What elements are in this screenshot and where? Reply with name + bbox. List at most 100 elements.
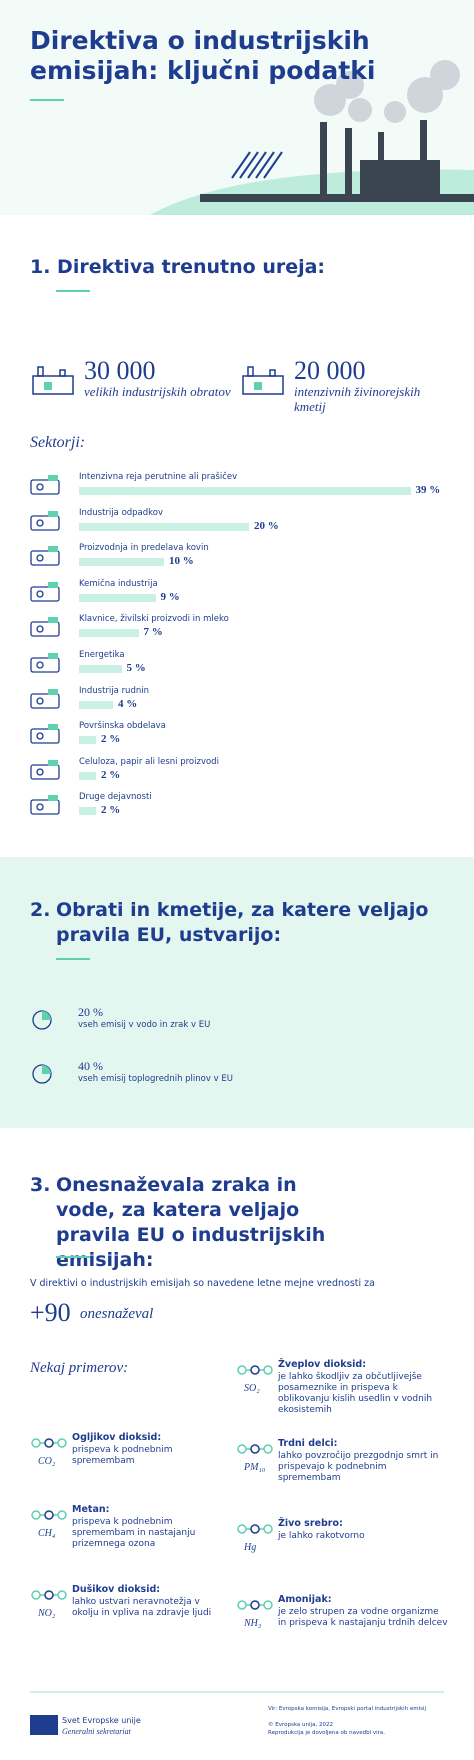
sector-value: 10 %	[169, 555, 194, 568]
title-rule	[30, 99, 64, 101]
sector-icon	[30, 724, 60, 744]
pollutant-text: prispeva k podnebnim spremembam	[72, 1445, 173, 1466]
sector-name: Intenzivna reja perutnine ali prašičev	[79, 472, 238, 482]
molecule-icon	[31, 1510, 67, 1520]
sector-icon	[30, 475, 60, 495]
sector-icon	[30, 581, 60, 602]
pollutant-name: Žveplov dioksid:	[278, 1359, 367, 1370]
pollutant-text: lahko povzročijo prezgodnjo smrt in pris…	[278, 1451, 439, 1483]
molecule-icon	[31, 1590, 67, 1600]
sector-bar	[79, 629, 139, 638]
formula: NO₂	[38, 1608, 56, 1619]
section-heading: Obrati in kmetije, za katere veljajo pra…	[56, 899, 429, 946]
share-value: 40 %	[78, 1059, 103, 1073]
sector-name: Celuloza, papir ali lesni proizvodi	[79, 756, 219, 767]
share-value: 20 %	[78, 1005, 103, 1019]
sector-icon	[30, 617, 60, 638]
sector-bar	[79, 558, 164, 567]
pollutant-name: Dušikov dioksid:	[72, 1584, 161, 1595]
sector-icon	[30, 688, 60, 709]
sectors-title: Sektorji:	[30, 434, 86, 451]
section-rule	[56, 290, 90, 292]
sector-value: 2 %	[101, 804, 121, 817]
sector-icon	[30, 759, 60, 780]
sector-bar	[79, 771, 96, 780]
share-icon	[32, 1010, 52, 1030]
molecule-icon	[237, 1365, 273, 1375]
sector-value: 39 %	[415, 484, 441, 496]
section-heading: Onesnaževala zraka in vode, za katera ve…	[56, 1174, 326, 1271]
pollutant-text: je lahko rakotvorno	[278, 1531, 365, 1541]
sector-value: 4 %	[118, 697, 138, 710]
sector-value: 2 %	[101, 768, 121, 781]
pollutant-name: Trdni delci:	[278, 1438, 338, 1449]
sector-name: Klavnice, živilski proizvodi in mleko	[79, 614, 229, 625]
section-number: 3.	[30, 1174, 51, 1196]
title: Direktiva o industrijskih emisijah: klju…	[30, 26, 376, 85]
share-text: vseh emisij v vodo in zrak v EU	[78, 1020, 211, 1030]
smoke	[314, 60, 460, 123]
sector-bar	[79, 700, 113, 709]
pollutant-name: Ogljikov dioksid:	[72, 1432, 162, 1443]
pollutant-name: Živo srebro:	[278, 1518, 343, 1529]
section-number: 2.	[30, 899, 51, 921]
formula: CH₄	[38, 1528, 56, 1539]
sector-value: 20 %	[254, 519, 279, 532]
section2-bg	[0, 857, 474, 1128]
copyright: © Evropska unija, 2022	[268, 1722, 333, 1728]
sector-name: Proizvodnja in predelava kovin	[79, 543, 209, 554]
section-heading: 1. Direktiva trenutno ureja:	[30, 256, 326, 278]
sector-icon	[30, 546, 60, 566]
share-text: vseh emisij toplogrednih plinov v EU	[78, 1074, 233, 1084]
stat-icon	[32, 366, 74, 395]
sector-value: 9 %	[160, 590, 180, 603]
sector-name: Druge dejavnosti	[79, 792, 152, 803]
share-icon	[32, 1064, 52, 1084]
stat-icon	[242, 366, 284, 395]
sector-name: Industrija rudnin	[79, 685, 149, 696]
section-rule	[56, 1256, 90, 1258]
formula: NH₃	[244, 1618, 262, 1629]
stat-label: intenzivnih živinorejskih kmetij	[294, 384, 421, 414]
molecule-icon	[237, 1600, 273, 1610]
molecule-icon	[237, 1524, 273, 1534]
molecule-icon	[31, 1438, 67, 1448]
pollutant-name: Metan:	[72, 1504, 110, 1515]
sector-name: Energetika	[79, 650, 125, 660]
sector-bar	[79, 593, 156, 602]
sector-name: Površinska obdelava	[79, 721, 166, 732]
org: Svet Evropske unije	[62, 1716, 141, 1725]
sector-bar	[79, 665, 122, 673]
factory	[200, 120, 474, 202]
reproduction: Reprodukcija je dovoljena ob navedbi vir…	[268, 1730, 386, 1736]
formula: CO₂	[38, 1456, 56, 1467]
count-label: onesnaževal	[80, 1306, 154, 1322]
pollutant-name: Amonijak:	[278, 1594, 332, 1605]
eu-flag	[30, 1715, 58, 1735]
sector-icon	[30, 653, 60, 673]
pollutant-text: prispeva k podnebnim spremembam in nasta…	[72, 1517, 196, 1549]
stat-number: 20 000	[294, 356, 366, 385]
pollutant-text: lahko ustvari neravnotežja v okolju in v…	[72, 1597, 212, 1618]
intro: V direktivi o industrijskih emisijah so …	[30, 1278, 375, 1289]
molecule-icon	[237, 1444, 273, 1454]
sector-name: Kemična industrija	[79, 578, 158, 589]
sector-icon	[30, 795, 60, 816]
hatch	[231, 151, 283, 179]
sector-bar	[79, 807, 96, 816]
formula: SO₂	[244, 1383, 260, 1394]
sector-value: 5 %	[126, 662, 146, 674]
sector-bar	[79, 522, 249, 531]
count: +90	[30, 1298, 71, 1327]
org-unit: Generalni sekretariat	[62, 1727, 131, 1736]
sector-value: 2 %	[101, 733, 121, 746]
formula: Hg	[244, 1542, 257, 1553]
sector-value: 7 %	[143, 626, 163, 639]
sector-name: Industrija odpadkov	[79, 507, 164, 518]
pollutant-text: je lahko škodljiv za občutljivejše posam…	[278, 1372, 433, 1415]
formula: PM₁₀	[244, 1462, 266, 1473]
examples-title: Nekaj primerov:	[30, 1360, 129, 1376]
section-rule	[56, 958, 90, 960]
